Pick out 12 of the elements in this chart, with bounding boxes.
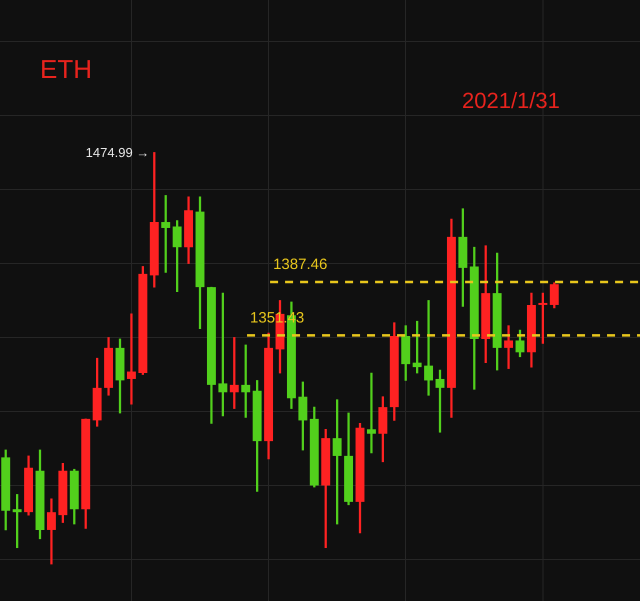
text: 2021/1/31 (462, 88, 560, 113)
candlestick (241, 344, 250, 418)
annotation: 1474.99 → (86, 145, 150, 160)
text: ETH (40, 54, 92, 84)
candlestick (12, 494, 22, 548)
candlestick (161, 195, 170, 273)
ref-line-label: 1387.46 (273, 256, 328, 274)
candlestick (538, 292, 548, 344)
candlestick (332, 399, 342, 524)
candlestick (218, 292, 228, 416)
candlestick (412, 320, 422, 374)
candlestick (230, 337, 239, 409)
